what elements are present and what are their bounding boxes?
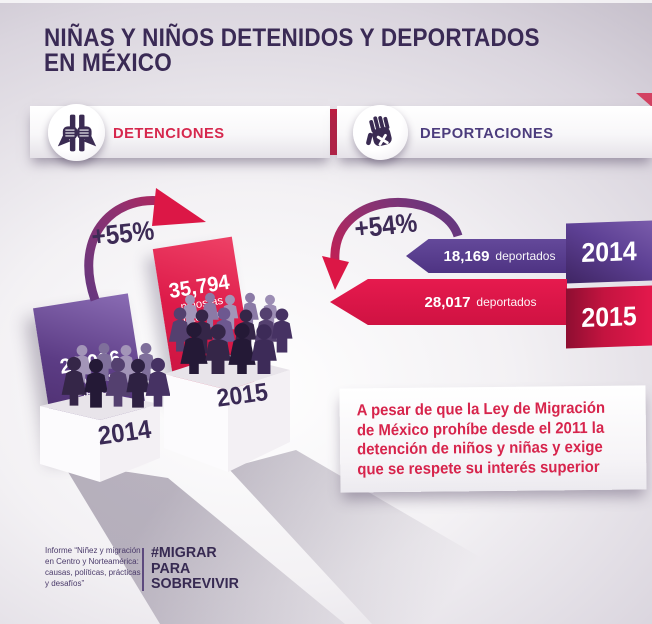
deportation-growth-label: +54% bbox=[353, 207, 419, 244]
deportation-year-2014: 2014 bbox=[581, 235, 637, 268]
source-line4: y desafíos” bbox=[45, 579, 85, 588]
source-line2: en Centro y Norteamérica: bbox=[45, 557, 139, 566]
page-title: NIÑAS Y NIÑOS DETENIDOS Y DEPORTADOS EN … bbox=[44, 26, 540, 76]
source-line1: Informe “Niñez y migración bbox=[45, 546, 141, 555]
source-citation: Informe “Niñez y migración en Centro y N… bbox=[45, 545, 141, 589]
page-title-line1: NIÑAS Y NIÑOS DETENIDOS Y DEPORTADOS bbox=[44, 24, 540, 52]
law-note-line4: que se respete su interés superior bbox=[357, 458, 600, 478]
pedestal-2015 bbox=[164, 354, 290, 472]
deportation-2015-unit: deportados bbox=[476, 295, 537, 309]
deportation-ribbon-2015: 28,017 deportados bbox=[330, 279, 567, 325]
jail-bars-hands-icon bbox=[57, 114, 96, 151]
deportaciones-label: DEPORTACIONES bbox=[420, 125, 554, 142]
footer-divider bbox=[142, 548, 144, 591]
detenciones-label: DETENCIONES bbox=[113, 125, 225, 142]
law-note-line1: A pesar de que la Ley de Migración bbox=[356, 399, 606, 420]
source-line3: causas, políticas, prácticas bbox=[45, 568, 141, 577]
crowd-2014-icon bbox=[61, 343, 170, 408]
deportation-2015-value: 28,017 bbox=[424, 293, 471, 311]
hashtag-line1: #MIGRAR bbox=[151, 544, 217, 561]
deportation-badge bbox=[353, 105, 408, 160]
page-title-line2: EN MÉXICO bbox=[44, 49, 172, 77]
law-note-line3: detención de niños y niñas y exige bbox=[357, 438, 603, 459]
deportation-year-tab-2015: 2015 bbox=[566, 285, 652, 349]
growth-arrow-54-icon bbox=[322, 198, 463, 290]
detention-badge bbox=[48, 104, 105, 161]
hashtag-line3: SOBREVIVIR bbox=[151, 575, 239, 592]
detention-growth-label: +55% bbox=[90, 215, 156, 252]
campaign-hashtag: #MIGRAR PARA SOBREVIVIR bbox=[151, 545, 239, 592]
hand-stop-x-icon bbox=[365, 115, 392, 146]
deportation-year-tab-2014: 2014 bbox=[566, 220, 652, 284]
deportation-ribbon-2014: 18,169 deportados bbox=[406, 239, 567, 273]
banner-red-edge bbox=[327, 109, 340, 155]
deportation-year-2015: 2015 bbox=[581, 300, 637, 333]
law-note-panel: A pesar de que la Ley de Migración de Mé… bbox=[339, 385, 647, 493]
law-note-text: A pesar de que la Ley de Migración de Mé… bbox=[357, 399, 627, 480]
growth-arrow-55-icon bbox=[84, 188, 206, 302]
deportation-2014-value: 18,169 bbox=[443, 247, 490, 265]
deportation-2014-unit: deportados bbox=[495, 249, 556, 263]
hashtag-line2: PARA bbox=[151, 559, 191, 577]
